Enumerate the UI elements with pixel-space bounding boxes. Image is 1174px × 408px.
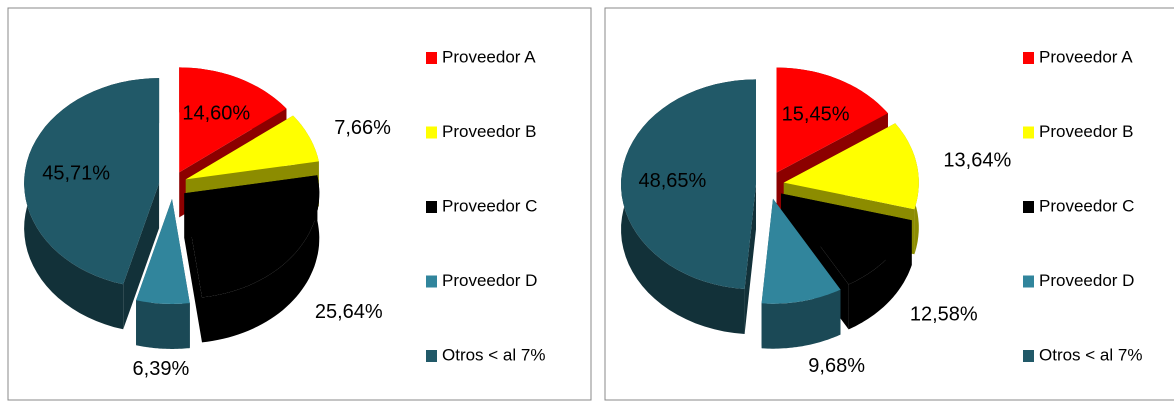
slice [621, 79, 756, 290]
slice [185, 115, 319, 180]
data-label: 15,45% [782, 103, 850, 125]
legend-swatch [426, 201, 437, 213]
data-label: 13,64% [943, 149, 1011, 171]
legend-swatch [1023, 350, 1034, 362]
legend-label: Proveedor C [1039, 196, 1134, 215]
slice-side [123, 183, 160, 330]
slice [179, 67, 287, 173]
legend-swatch [1023, 126, 1034, 139]
legend-swatch [1023, 201, 1034, 213]
legend-label: Otros < al 7% [442, 345, 545, 364]
legend-swatch [426, 52, 437, 64]
slice [783, 123, 919, 210]
slice [184, 175, 320, 298]
legend-swatch [1023, 275, 1034, 288]
slice-side [848, 220, 912, 330]
legend-label: Proveedor A [442, 47, 536, 66]
data-label: 7,66% [334, 117, 391, 139]
legend-label: Proveedor A [1039, 47, 1133, 66]
data-label: 25,64% [315, 301, 383, 323]
legend-label: Proveedor B [442, 122, 537, 141]
data-label: 6,39% [133, 358, 190, 380]
legend-swatch [426, 126, 437, 139]
data-label: 9,68% [808, 355, 865, 377]
slice-side [202, 175, 320, 343]
legend-label: Proveedor B [1039, 122, 1134, 141]
legend-swatch [426, 350, 437, 362]
legend-label: Otros < al 7% [1039, 345, 1142, 364]
slice-side [136, 300, 190, 349]
slice [24, 78, 160, 285]
slice [781, 193, 912, 285]
data-label: 12,58% [910, 303, 978, 325]
slice-side [761, 289, 841, 349]
legend-label: Proveedor D [442, 271, 537, 290]
legend-swatch [1023, 52, 1034, 64]
data-label: 14,60% [182, 102, 250, 124]
slice [136, 199, 190, 304]
slice-side [744, 184, 756, 334]
data-label: 48,65% [638, 170, 706, 192]
legend-label: Proveedor D [1039, 271, 1134, 290]
slice [776, 67, 888, 173]
slice [761, 198, 841, 304]
legend-swatch [426, 275, 437, 288]
slice-side [184, 193, 202, 343]
data-label: 45,71% [42, 163, 110, 185]
legend-label: Proveedor C [442, 196, 537, 215]
